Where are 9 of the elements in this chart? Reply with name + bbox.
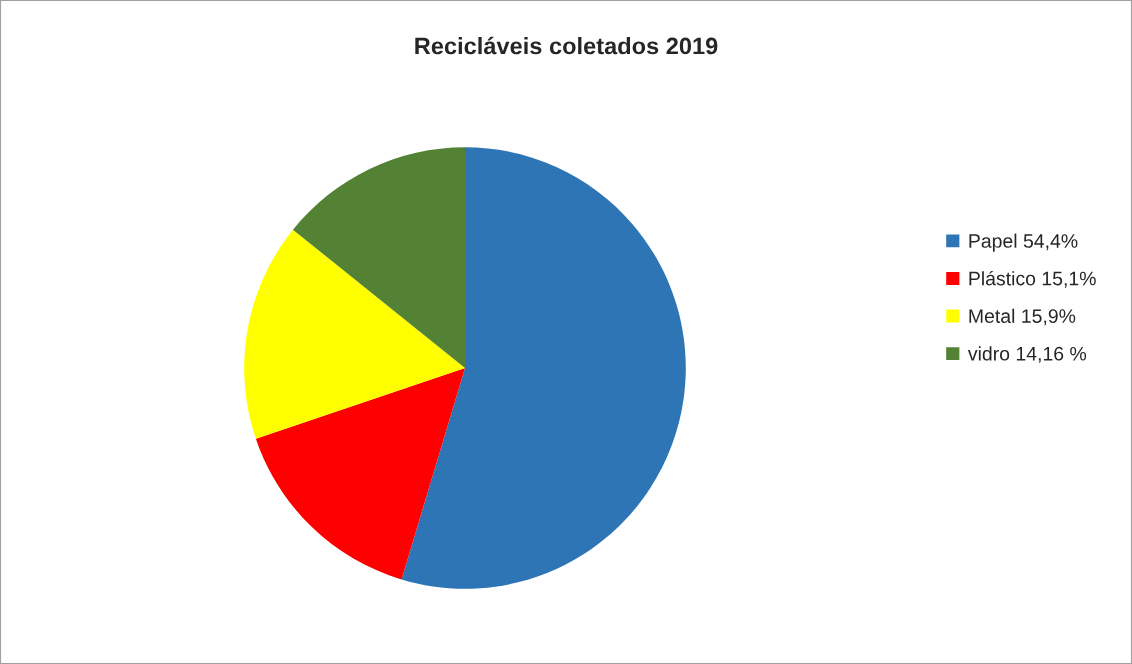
legend-label: Metal 15,9%: [969, 308, 1076, 326]
legend-label: Plástico 15,1%: [969, 270, 1096, 288]
legend-label: Papel 54,4%: [969, 233, 1078, 252]
pie-slice: [244, 229, 465, 439]
pie-slice: [255, 368, 465, 580]
pie-slice: [401, 147, 686, 589]
legend-label: vidro 14,16 %: [967, 346, 1087, 363]
chart-title: Recicláveis coletados 2019: [415, 36, 718, 55]
pie-slice: [292, 147, 465, 368]
